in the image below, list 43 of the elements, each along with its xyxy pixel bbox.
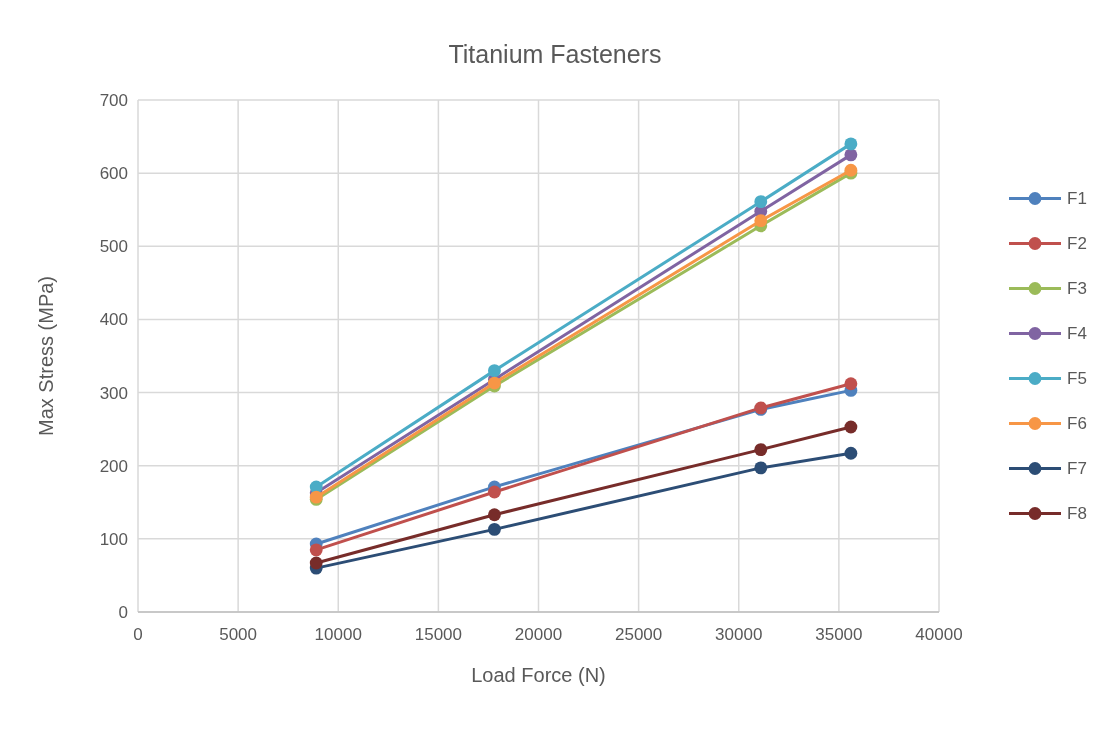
point bbox=[488, 485, 501, 499]
point bbox=[488, 364, 501, 378]
x-tick-label: 35000 bbox=[815, 625, 863, 644]
point bbox=[309, 543, 323, 557]
point bbox=[488, 522, 501, 536]
point bbox=[844, 148, 858, 162]
legend-label: F4 bbox=[1067, 324, 1087, 344]
y-tick-label: 600 bbox=[99, 164, 128, 184]
legend-label: F2 bbox=[1067, 234, 1087, 254]
point bbox=[488, 508, 501, 522]
x-tick-label: 20000 bbox=[514, 625, 563, 644]
x-tick-label: 5000 bbox=[219, 625, 258, 644]
y-tick-label: 0 bbox=[118, 602, 128, 622]
legend-label: F7 bbox=[1067, 459, 1087, 479]
legend-label: F1 bbox=[1067, 189, 1087, 209]
point bbox=[844, 420, 858, 434]
x-axis-title: Load Force (N) bbox=[471, 664, 606, 686]
x-tick-label: 30000 bbox=[715, 625, 763, 644]
legend-label: F8 bbox=[1067, 504, 1087, 524]
point bbox=[844, 137, 858, 151]
x-tick-label: 10000 bbox=[314, 625, 362, 644]
x-tick-label: 40000 bbox=[915, 625, 963, 644]
legend-label: F3 bbox=[1067, 279, 1087, 299]
point bbox=[844, 446, 858, 460]
point bbox=[754, 214, 768, 228]
y-tick-label: 300 bbox=[99, 383, 128, 403]
y-tick-label: 200 bbox=[99, 456, 128, 476]
x-tick-label: 15000 bbox=[414, 625, 463, 644]
point bbox=[844, 377, 858, 391]
point bbox=[754, 461, 768, 475]
legend-label: F6 bbox=[1067, 414, 1087, 434]
y-axis-title: Max Stress (MPa) bbox=[35, 275, 57, 437]
legend-label: F5 bbox=[1067, 369, 1087, 389]
y-tick-label: 500 bbox=[99, 237, 128, 257]
x-tick-label: 25000 bbox=[614, 625, 663, 644]
point bbox=[754, 443, 768, 457]
y-tick-label: 400 bbox=[99, 310, 128, 330]
point bbox=[754, 195, 768, 209]
chart-title: Titanium Fasteners bbox=[448, 40, 662, 68]
y-tick-label: 700 bbox=[99, 90, 128, 110]
x-tick-label: 0 bbox=[133, 625, 143, 644]
point bbox=[309, 556, 323, 570]
y-tick-label: 100 bbox=[99, 529, 128, 549]
